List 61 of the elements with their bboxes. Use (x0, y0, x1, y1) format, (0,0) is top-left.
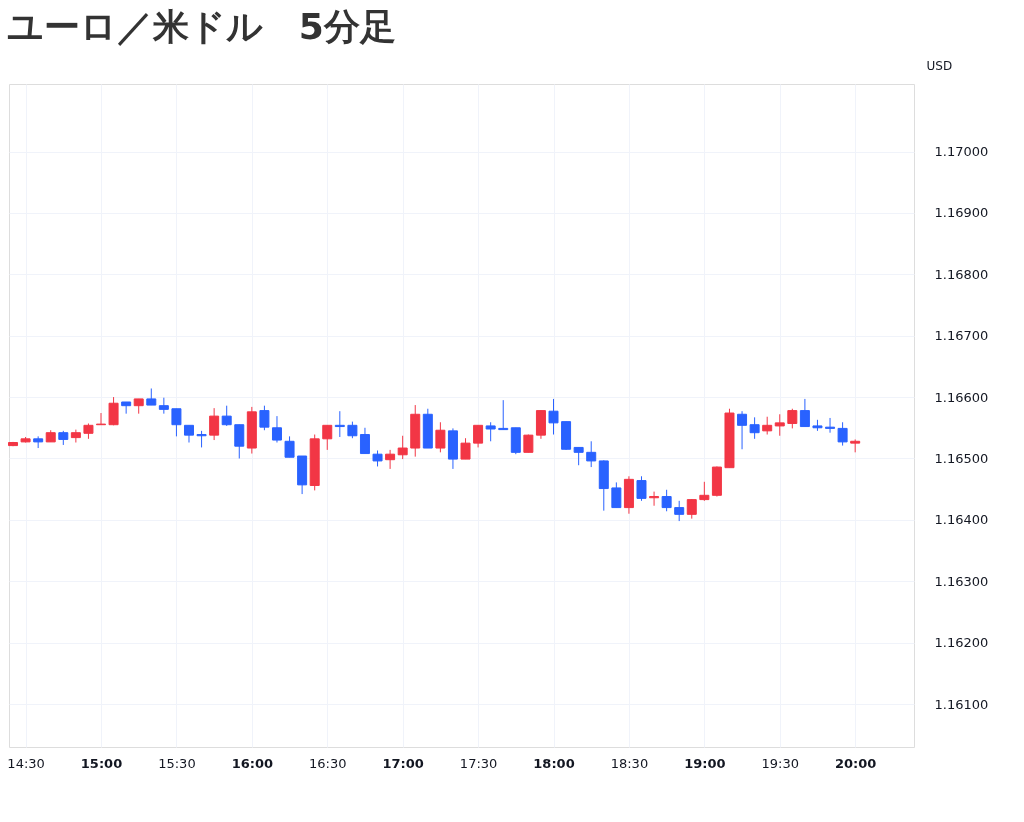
candlestick (661, 489, 672, 512)
candlestick (699, 481, 710, 502)
candlestick (284, 435, 295, 458)
candlestick (271, 415, 282, 444)
candlestick (322, 424, 333, 451)
y-tick-label: 1.16600 (934, 389, 989, 405)
candlestick (259, 405, 270, 431)
x-tick-label: 19:00 (684, 755, 726, 771)
x-tick-label: 17:30 (459, 755, 498, 771)
y-tick-label: 1.16800 (934, 266, 989, 282)
candlestick (485, 421, 496, 442)
candlestick (611, 481, 622, 509)
candlestick (158, 397, 169, 415)
x-tick-label: 20:00 (834, 755, 877, 771)
candlestick (435, 421, 446, 453)
candlestick (108, 396, 119, 426)
y-tick-label: 1.16700 (934, 328, 989, 344)
candlestick (799, 398, 810, 428)
candlestick (586, 440, 597, 468)
candlestick (674, 500, 685, 522)
candlestick (787, 408, 798, 429)
candlestick (234, 424, 245, 459)
candlestick (385, 449, 396, 470)
y-tick-label: 1.16200 (934, 635, 989, 651)
x-tick-label: 18:00 (533, 755, 575, 771)
y-tick-label: 1.16500 (934, 450, 989, 466)
candlestick (359, 427, 370, 455)
candlestick (171, 408, 182, 437)
candlestick (498, 399, 509, 431)
x-tick-label: 15:30 (158, 755, 196, 771)
candlestick (749, 416, 760, 440)
candlestick (70, 429, 81, 444)
x-tick-label: 16:30 (309, 755, 347, 771)
candlestick (209, 407, 220, 441)
candlestick (473, 424, 484, 448)
y-tick-label: 1.16300 (934, 573, 989, 589)
y-tick-label: 1.16100 (934, 696, 989, 712)
chart-title: ユーロ／米ドル 5分足 (6, 6, 396, 47)
candlestick (221, 405, 232, 427)
x-tick-label: 16:00 (231, 755, 274, 771)
x-tick-label: 18:30 (610, 755, 649, 771)
candlestick (548, 398, 559, 436)
x-tick-label: 15:00 (80, 755, 123, 771)
y-tick-label: 1.16400 (934, 512, 989, 528)
candlestick (774, 413, 785, 437)
y-axis-title: USD (926, 58, 953, 73)
candlestick (96, 412, 107, 426)
candlestick (334, 410, 345, 438)
candlestick (837, 421, 848, 447)
x-tick-label: 17:00 (382, 755, 424, 771)
candlestick (121, 401, 132, 415)
candlestick (737, 410, 748, 450)
candlestick (636, 475, 647, 502)
y-tick-label: 1.17000 (934, 144, 989, 160)
candlestick (397, 435, 408, 460)
x-tick-label: 14:30 (7, 755, 45, 771)
x-tick-label: 19:30 (761, 755, 799, 771)
candlestick (460, 437, 471, 460)
candlestick (649, 491, 660, 507)
candlestick (825, 417, 836, 434)
y-tick-label: 1.16900 (934, 205, 989, 221)
